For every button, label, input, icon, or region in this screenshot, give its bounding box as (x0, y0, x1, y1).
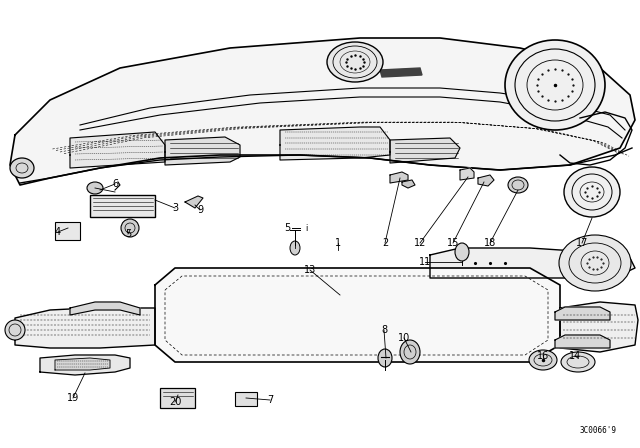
Polygon shape (70, 132, 165, 168)
Ellipse shape (559, 235, 631, 291)
Text: 2: 2 (382, 238, 388, 248)
Polygon shape (390, 172, 408, 183)
Ellipse shape (508, 177, 528, 193)
Polygon shape (55, 358, 110, 370)
Ellipse shape (455, 243, 469, 261)
Polygon shape (380, 68, 422, 77)
Text: i: i (305, 224, 307, 233)
Text: 17: 17 (576, 238, 588, 248)
Bar (160, 388, 195, 408)
Bar (55, 222, 80, 240)
Text: 18: 18 (484, 238, 496, 248)
Text: 5: 5 (284, 223, 290, 233)
Text: 6: 6 (112, 179, 118, 189)
Polygon shape (460, 168, 474, 180)
Polygon shape (40, 355, 130, 375)
Polygon shape (430, 248, 635, 278)
Polygon shape (165, 137, 240, 165)
Ellipse shape (529, 350, 557, 370)
Bar (235, 392, 257, 406)
Ellipse shape (400, 340, 420, 364)
Polygon shape (478, 175, 494, 186)
Text: 12: 12 (414, 238, 426, 248)
Ellipse shape (378, 349, 392, 367)
Polygon shape (402, 180, 415, 188)
Polygon shape (15, 308, 155, 348)
Text: 16: 16 (537, 351, 549, 361)
Ellipse shape (10, 158, 34, 178)
Ellipse shape (327, 42, 383, 82)
Polygon shape (185, 196, 203, 208)
Polygon shape (280, 127, 390, 160)
Polygon shape (70, 302, 140, 315)
Ellipse shape (121, 219, 139, 237)
Text: 14: 14 (569, 351, 581, 361)
Ellipse shape (564, 167, 620, 217)
Ellipse shape (561, 352, 595, 372)
Text: 5: 5 (125, 229, 131, 239)
Text: 1: 1 (335, 238, 341, 248)
Text: 11: 11 (419, 257, 431, 267)
Ellipse shape (87, 182, 103, 194)
Ellipse shape (505, 40, 605, 130)
Text: 15: 15 (447, 238, 459, 248)
Ellipse shape (5, 320, 25, 340)
Bar (90, 195, 155, 217)
Text: 10: 10 (398, 333, 410, 343)
Polygon shape (560, 302, 638, 352)
Polygon shape (155, 268, 560, 362)
Polygon shape (555, 335, 610, 348)
Text: 4: 4 (55, 227, 61, 237)
Polygon shape (10, 38, 635, 185)
Text: 8: 8 (381, 325, 387, 335)
Text: 3C0066'9: 3C0066'9 (580, 426, 617, 435)
Text: 9: 9 (197, 205, 203, 215)
Text: 3: 3 (172, 203, 178, 213)
Text: 13: 13 (304, 265, 316, 275)
Polygon shape (390, 138, 460, 163)
Text: 7: 7 (267, 395, 273, 405)
Text: 20: 20 (169, 397, 181, 407)
Polygon shape (555, 307, 610, 320)
Ellipse shape (290, 241, 300, 255)
Text: 19: 19 (67, 393, 79, 403)
